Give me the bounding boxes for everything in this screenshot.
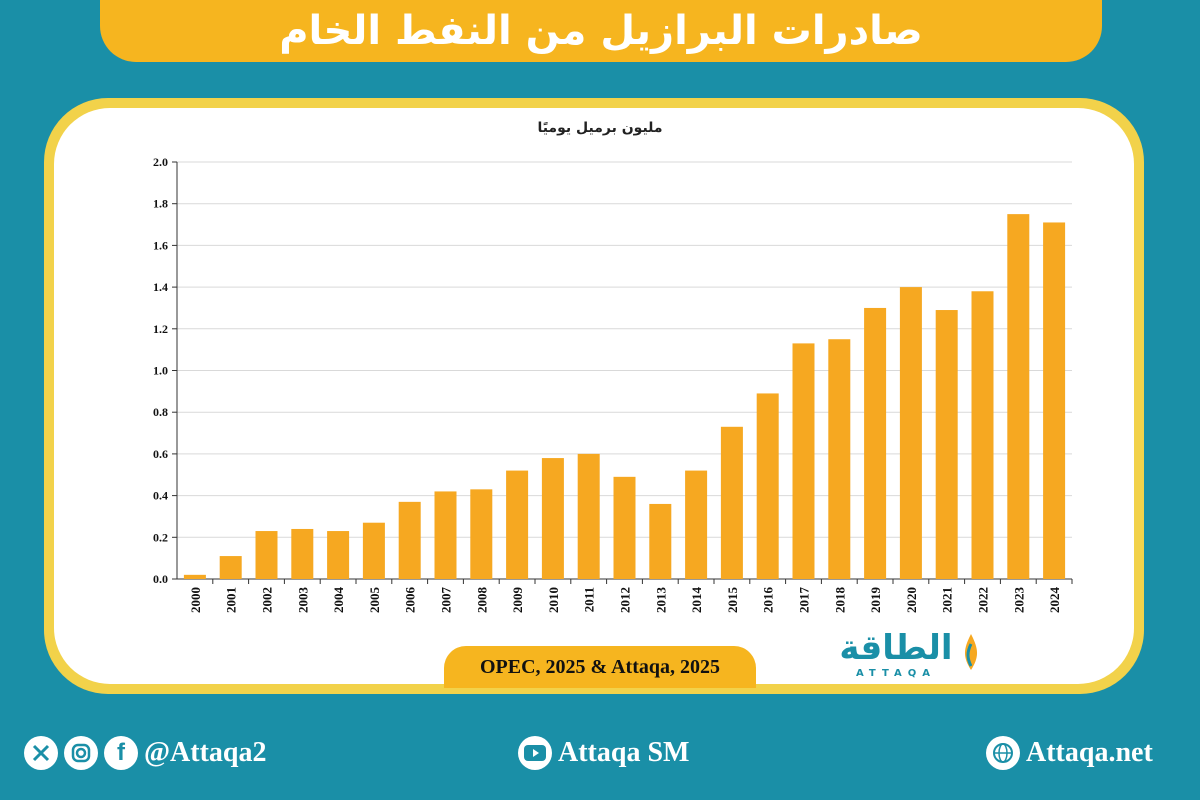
y-tick-label: 0.4 (153, 489, 168, 503)
y-tick-label: 0.2 (153, 530, 168, 544)
bar (362, 522, 385, 579)
x-tick-label: 2023 (1011, 587, 1026, 614)
bar (255, 531, 278, 579)
x-tick-label: 2007 (439, 587, 454, 614)
attaqa-logo: الطاقة ATTAQA (826, 626, 996, 686)
x-tick-label: 2019 (868, 587, 883, 614)
bar (649, 503, 672, 579)
bar (541, 458, 564, 579)
bar (685, 470, 708, 579)
page-title: صادرات البرازيل من النفط الخام (279, 8, 923, 54)
bar (398, 501, 421, 579)
x-tick-label: 2001 (224, 587, 239, 613)
x-tick-label: 2004 (331, 587, 346, 614)
x-tick-label: 2022 (976, 587, 991, 613)
x-tick-label: 2011 (582, 587, 597, 612)
bar (183, 574, 206, 579)
footer-website: Attaqa.net (986, 730, 1153, 776)
y-tick-label: 0.8 (153, 405, 168, 419)
youtube-icon[interactable] (518, 736, 552, 770)
y-tick-label: 1.4 (153, 280, 168, 294)
youtube-channel[interactable]: Attaqa SM (558, 737, 690, 768)
x-tick-label: 2009 (510, 587, 525, 614)
x-tick-label: 2010 (546, 587, 561, 613)
bar (613, 476, 636, 579)
x-tick-label: 2000 (188, 587, 203, 613)
bar (506, 470, 529, 579)
website-link[interactable]: Attaqa.net (1026, 737, 1153, 768)
bar (1007, 214, 1030, 579)
footer-youtube: Attaqa SM (518, 730, 689, 776)
footer-social: f @Attaqa2 (24, 730, 267, 776)
source-text: OPEC, 2025 & Attaqa, 2025 (480, 655, 720, 678)
bar (577, 453, 600, 579)
bar (864, 307, 887, 579)
x-tick-label: 2017 (797, 587, 812, 614)
y-tick-label: 1.2 (153, 322, 168, 336)
x-tick-label: 2002 (260, 587, 275, 613)
source-box: OPEC, 2025 & Attaqa, 2025 (444, 646, 756, 688)
bar (935, 310, 958, 579)
x-tick-label: 2020 (904, 587, 919, 613)
x-tick-label: 2008 (474, 587, 489, 614)
bar (828, 339, 851, 579)
x-tick-label: 2013 (653, 587, 668, 614)
bar (470, 489, 493, 579)
y-tick-label: 1.8 (153, 197, 168, 211)
globe-icon[interactable] (986, 736, 1020, 770)
instagram-icon[interactable] (64, 736, 98, 770)
x-tick-label: 2016 (761, 587, 776, 614)
bar (291, 528, 314, 579)
facebook-icon[interactable]: f (104, 736, 138, 770)
y-tick-label: 0.0 (153, 572, 168, 586)
x-icon[interactable] (24, 736, 58, 770)
bar (899, 287, 922, 579)
x-tick-label: 2012 (618, 587, 633, 613)
y-tick-label: 1.0 (153, 364, 168, 378)
y-tick-label: 2.0 (153, 155, 168, 169)
bar (756, 393, 779, 579)
x-tick-label: 2014 (689, 587, 704, 614)
bar (434, 491, 457, 579)
x-tick-label: 2015 (725, 587, 740, 614)
y-axis-unit-label: مليون برميل يوميًا (537, 120, 663, 136)
bar (219, 556, 242, 579)
logo-arabic-text: الطاقة (839, 628, 953, 668)
x-tick-label: 2003 (295, 587, 310, 614)
oil-drop-icon (964, 634, 978, 670)
bar (327, 531, 350, 579)
y-tick-label: 0.6 (153, 447, 168, 461)
bar (971, 291, 994, 579)
bar (720, 426, 743, 579)
x-tick-label: 2005 (367, 587, 382, 614)
bar (1043, 222, 1066, 579)
y-tick-label: 1.6 (153, 238, 168, 252)
social-handle[interactable]: @Attaqa2 (144, 737, 267, 768)
x-tick-label: 2006 (403, 587, 418, 614)
x-tick-label: 2024 (1047, 587, 1062, 614)
logo-latin-text: ATTAQA (855, 668, 937, 679)
x-tick-label: 2021 (940, 587, 955, 613)
bar (792, 343, 815, 579)
x-tick-label: 2018 (832, 587, 847, 614)
title-banner: صادرات البرازيل من النفط الخام (100, 0, 1102, 62)
